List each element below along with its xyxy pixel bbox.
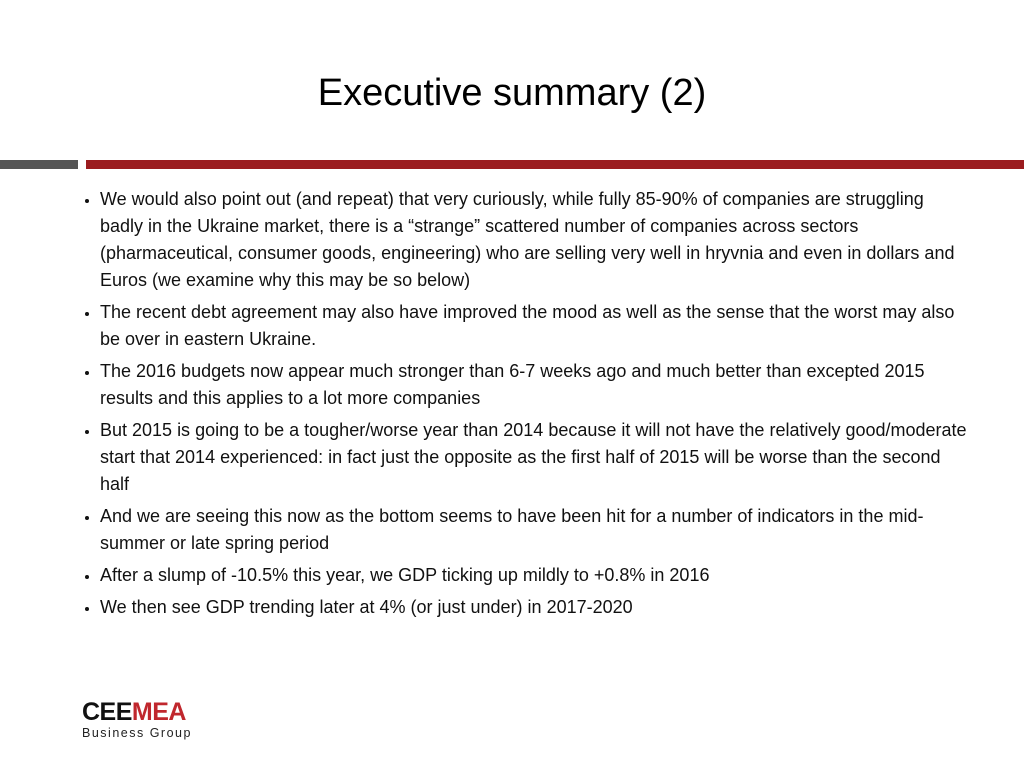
bullet-item: And we are seeing this now as the bottom… xyxy=(100,503,970,557)
logo-wordmark: CEEMEA xyxy=(82,698,192,726)
bullet-list: We would also point out (and repeat) tha… xyxy=(100,186,970,626)
slide-title: Executive summary (2) xyxy=(317,72,707,114)
logo-part: MEA xyxy=(131,698,187,726)
bullet-item: We then see GDP trending later at 4% (or… xyxy=(100,594,970,621)
bullet-item: The 2016 budgets now appear much stronge… xyxy=(100,358,970,412)
separator-red xyxy=(86,160,1024,169)
bullet-item: The recent debt agreement may also have … xyxy=(100,299,970,353)
logo: CEEMEA Business Group xyxy=(82,698,192,740)
separator-gray xyxy=(0,160,78,169)
logo-subtitle: Business Group xyxy=(82,726,192,740)
bullet-item: We would also point out (and repeat) tha… xyxy=(100,186,970,294)
logo-part: CEE xyxy=(82,698,132,726)
bullet-item: After a slump of -10.5% this year, we GD… xyxy=(100,562,970,589)
bullet-item: But 2015 is going to be a tougher/worse … xyxy=(100,417,970,498)
